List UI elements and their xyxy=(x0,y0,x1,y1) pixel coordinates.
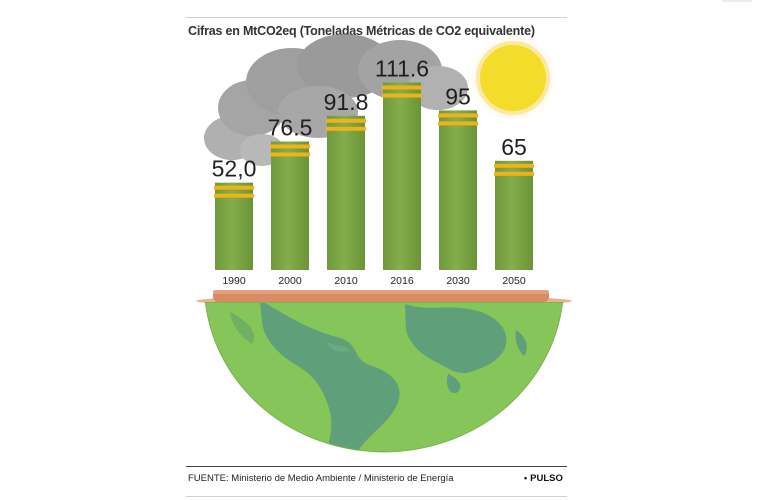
value-label: 76.5 xyxy=(268,114,313,140)
chimney-band xyxy=(270,144,310,149)
chimney-body xyxy=(383,82,421,271)
chimney-body xyxy=(271,141,309,270)
bar-2010: 91.8 2010 xyxy=(324,89,369,287)
value-label: 111.6 xyxy=(375,56,429,82)
category-label: 1990 xyxy=(222,275,246,287)
category-label: 2050 xyxy=(502,275,526,287)
brand-label: • PULSO xyxy=(524,473,563,484)
globe-icon xyxy=(205,302,563,453)
bar-2016: 111.6 2016 xyxy=(375,56,429,287)
bar-2050: 65 2050 xyxy=(494,134,534,287)
footer-rule xyxy=(186,466,567,467)
value-label: 95 xyxy=(445,83,471,109)
chimney-band xyxy=(214,185,254,190)
chimney-band xyxy=(214,193,254,198)
bars-group: 52,0 1990 76.5 2000 91.8 2010 111.6 2016 95 2030 6… xyxy=(212,56,534,287)
bullet-icon: • xyxy=(524,473,528,483)
chimney-body xyxy=(439,110,477,271)
chimney-band xyxy=(438,113,478,118)
chimney-body xyxy=(327,115,365,270)
corner-rule xyxy=(722,0,752,2)
category-label: 2000 xyxy=(278,275,302,287)
bar-2000: 76.5 2000 xyxy=(268,114,313,287)
chimney-band xyxy=(270,152,310,157)
bar-2030: 95 2030 xyxy=(438,83,478,287)
category-label: 2030 xyxy=(446,275,470,287)
chimney-band xyxy=(382,93,422,98)
chimney-body xyxy=(495,160,533,270)
brand-text: PULSO xyxy=(530,473,563,484)
chimney-band xyxy=(326,118,366,123)
chimney-band xyxy=(382,85,422,90)
chimney-band xyxy=(494,171,534,176)
value-label: 52,0 xyxy=(212,156,257,182)
category-label: 2010 xyxy=(334,275,358,287)
bar-1990: 52,0 1990 xyxy=(212,156,257,287)
sun-icon xyxy=(469,34,557,122)
value-label: 91.8 xyxy=(324,89,369,115)
value-label: 65 xyxy=(501,134,527,160)
source-note: FUENTE: Ministerio de Medio Ambiente / M… xyxy=(188,473,454,484)
chimney-band xyxy=(438,121,478,126)
end-rule xyxy=(186,496,567,497)
chimney-band xyxy=(326,126,366,131)
chart-title: Cifras en MtCO2eq (Toneladas Métricas de… xyxy=(188,24,535,38)
top-rule xyxy=(186,17,567,18)
category-label: 2016 xyxy=(390,275,414,287)
chimney-band xyxy=(494,163,534,168)
